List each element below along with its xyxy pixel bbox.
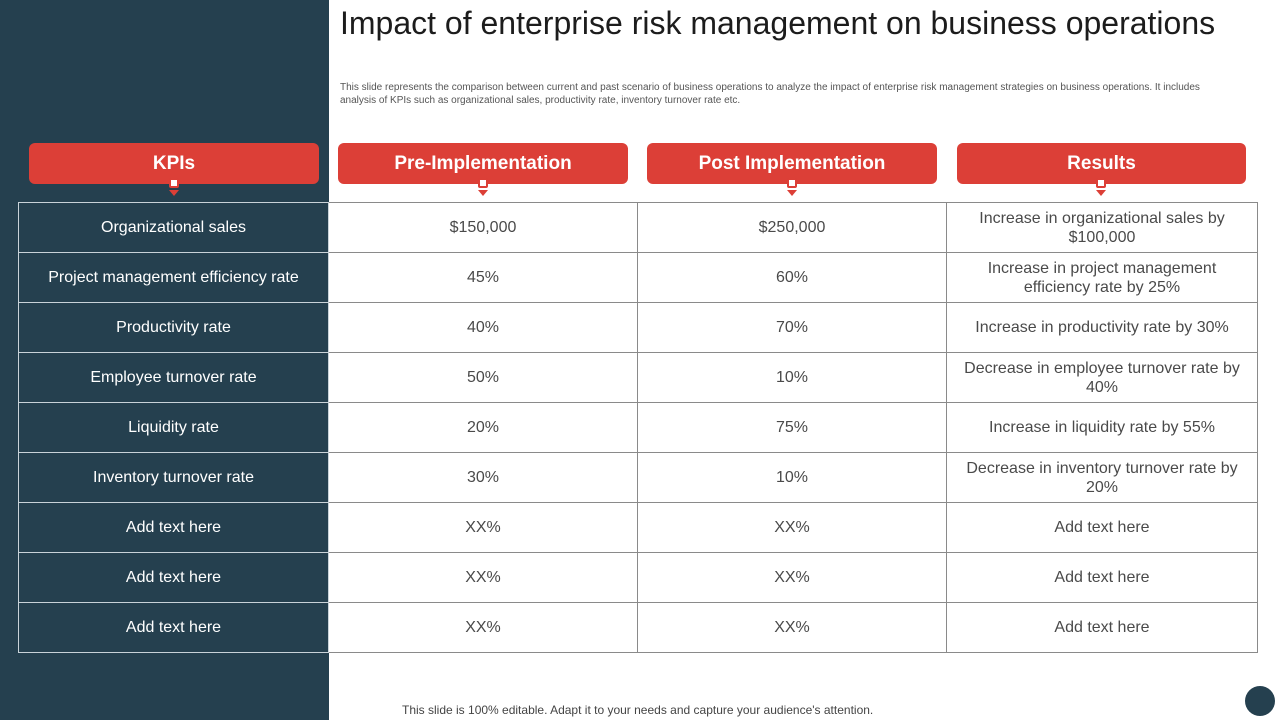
result-cell: Increase in productivity rate by 30% <box>946 302 1258 353</box>
result-cell: Add text here <box>946 602 1258 653</box>
connector-icon <box>787 178 797 200</box>
kpi-cell: Organizational sales <box>18 202 329 253</box>
pre-cell: 50% <box>328 352 638 403</box>
post-cell: $250,000 <box>637 202 947 253</box>
pre-cell: XX% <box>328 602 638 653</box>
table-row: Project management efficiency rate 45% 6… <box>18 252 1258 303</box>
post-cell: 75% <box>637 402 947 453</box>
pre-cell: $150,000 <box>328 202 638 253</box>
table-row: Productivity rate 40% 70% Increase in pr… <box>18 302 1258 353</box>
table-row: Liquidity rate 20% 75% Increase in liqui… <box>18 402 1258 453</box>
header-kpis: KPIs <box>29 143 319 184</box>
header-pre-implementation: Pre-Implementation <box>338 143 628 184</box>
kpi-cell: Liquidity rate <box>18 402 329 453</box>
header-results: Results <box>957 143 1246 184</box>
connector-icon <box>478 178 488 200</box>
page-title: Impact of enterprise risk management on … <box>340 5 1216 41</box>
post-cell: XX% <box>637 602 947 653</box>
kpi-cell: Add text here <box>18 502 329 553</box>
kpi-cell: Employee turnover rate <box>18 352 329 403</box>
header-post-implementation: Post Implementation <box>647 143 937 184</box>
kpi-cell: Add text here <box>18 552 329 603</box>
result-cell: Increase in project management efficienc… <box>946 252 1258 303</box>
result-cell: Decrease in inventory turnover rate by 2… <box>946 452 1258 503</box>
post-cell: 10% <box>637 452 947 503</box>
post-cell: 10% <box>637 352 947 403</box>
table-row: Employee turnover rate 50% 10% Decrease … <box>18 352 1258 403</box>
pre-cell: 20% <box>328 402 638 453</box>
kpi-cell: Inventory turnover rate <box>18 452 329 503</box>
post-cell: XX% <box>637 552 947 603</box>
result-cell: Add text here <box>946 502 1258 553</box>
kpi-table: Organizational sales $150,000 $250,000 I… <box>18 202 1258 653</box>
table-row: Add text here XX% XX% Add text here <box>18 602 1258 653</box>
post-cell: 70% <box>637 302 947 353</box>
post-cell: XX% <box>637 502 947 553</box>
table-row: Organizational sales $150,000 $250,000 I… <box>18 202 1258 253</box>
connector-icon <box>169 178 179 200</box>
post-cell: 60% <box>637 252 947 303</box>
pre-cell: 40% <box>328 302 638 353</box>
table-row: Add text here XX% XX% Add text here <box>18 552 1258 603</box>
pre-cell: 45% <box>328 252 638 303</box>
page-subtitle: This slide represents the comparison bet… <box>340 82 1200 106</box>
table-row: Add text here XX% XX% Add text here <box>18 502 1258 553</box>
connector-icon <box>1096 178 1106 200</box>
pre-cell: XX% <box>328 502 638 553</box>
result-cell: Increase in organizational sales by $100… <box>946 202 1258 253</box>
kpi-cell: Productivity rate <box>18 302 329 353</box>
result-cell: Increase in liquidity rate by 55% <box>946 402 1258 453</box>
result-cell: Add text here <box>946 552 1258 603</box>
result-cell: Decrease in employee turnover rate by 40… <box>946 352 1258 403</box>
footer-note: This slide is 100% editable. Adapt it to… <box>402 703 874 717</box>
pre-cell: XX% <box>328 552 638 603</box>
table-row: Inventory turnover rate 30% 10% Decrease… <box>18 452 1258 503</box>
corner-dot <box>1245 686 1275 716</box>
kpi-cell: Add text here <box>18 602 329 653</box>
kpi-cell: Project management efficiency rate <box>18 252 329 303</box>
pre-cell: 30% <box>328 452 638 503</box>
